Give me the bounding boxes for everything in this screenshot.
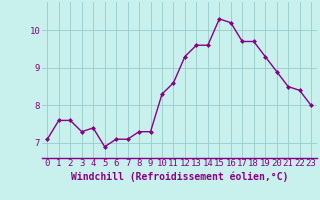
X-axis label: Windchill (Refroidissement éolien,°C): Windchill (Refroidissement éolien,°C) xyxy=(70,171,288,182)
